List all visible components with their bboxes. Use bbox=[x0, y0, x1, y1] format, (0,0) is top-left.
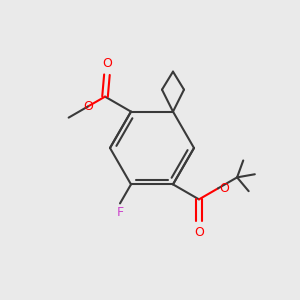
Text: O: O bbox=[102, 57, 112, 70]
Text: O: O bbox=[83, 100, 93, 113]
Text: F: F bbox=[116, 206, 124, 219]
Text: O: O bbox=[194, 226, 204, 239]
Text: O: O bbox=[219, 182, 229, 195]
